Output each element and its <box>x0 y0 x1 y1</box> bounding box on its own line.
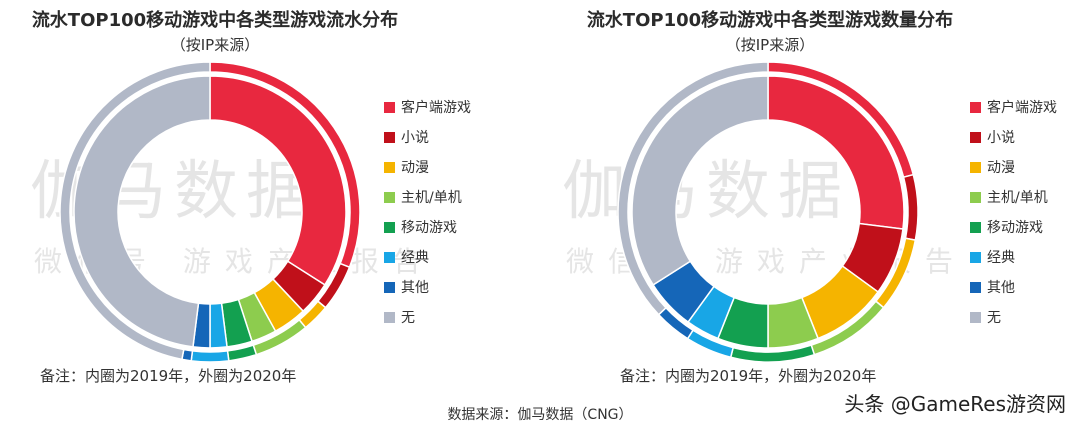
legend-label: 客户端游戏 <box>987 100 1057 116</box>
legend-item: 其他 <box>970 272 1057 302</box>
legend-item: 动漫 <box>384 152 471 182</box>
legend-label: 动漫 <box>401 160 429 176</box>
legend-item: 客户端游戏 <box>970 92 1057 122</box>
chart-subtitle: （按IP来源） <box>725 36 815 54</box>
legend-swatch <box>384 221 395 233</box>
legend-swatch <box>384 251 395 263</box>
outer-slice-7 <box>617 61 769 316</box>
legend-item: 移动游戏 <box>970 212 1057 242</box>
legend-item: 无 <box>970 302 1057 332</box>
legend-swatch <box>384 101 395 113</box>
legend-swatch <box>970 101 981 113</box>
chart-legend: 客户端游戏小说动漫主机/单机移动游戏经典其他无 <box>384 92 471 332</box>
legend-item: 其他 <box>384 272 471 302</box>
legend-item: 动漫 <box>970 152 1057 182</box>
flow-chart-panel: 伽马数据 微信号 游戏产业报告 流水TOP100移动游戏中各类型游戏流水分布 （… <box>0 0 540 400</box>
legend-label: 其他 <box>987 280 1015 296</box>
legend-item: 小说 <box>384 122 471 152</box>
legend-swatch <box>970 191 981 203</box>
legend-swatch <box>384 191 395 203</box>
legend-item: 经典 <box>384 242 471 272</box>
legend-swatch <box>970 161 981 173</box>
chart-note: 备注：内圈为2019年，外圈为2020年 <box>40 367 297 385</box>
outer-slice-1 <box>902 173 919 241</box>
legend-label: 主机/单机 <box>401 190 462 206</box>
legend-item: 主机/单机 <box>970 182 1057 212</box>
legend-swatch <box>970 221 981 233</box>
chart-title: 流水TOP100移动游戏中各类型游戏数量分布 <box>586 10 954 31</box>
inner-slice-7 <box>73 75 211 348</box>
legend-label: 主机/单机 <box>987 190 1048 206</box>
chart-note: 备注：内圈为2019年，外圈为2020年 <box>620 367 877 385</box>
legend-item: 经典 <box>970 242 1057 272</box>
inner-slice-7 <box>631 75 769 286</box>
credit-label: 头条 @GameRes游资网 <box>844 392 1066 416</box>
donut-chart-flow <box>59 61 361 363</box>
legend-item: 无 <box>384 302 471 332</box>
legend-label: 其他 <box>401 280 429 296</box>
chart-subtitle: （按IP来源） <box>170 36 260 54</box>
legend-label: 移动游戏 <box>401 220 457 236</box>
legend-label: 移动游戏 <box>987 220 1043 236</box>
legend-swatch <box>970 311 981 323</box>
legend-label: 小说 <box>987 130 1015 146</box>
inner-slice-0 <box>209 75 347 286</box>
legend-swatch <box>970 131 981 143</box>
legend-label: 经典 <box>401 250 429 266</box>
chart-legend: 客户端游戏小说动漫主机/单机移动游戏经典其他无 <box>970 92 1057 332</box>
legend-label: 客户端游戏 <box>401 100 471 116</box>
legend-label: 无 <box>401 310 415 326</box>
legend-label: 小说 <box>401 130 429 146</box>
legend-item: 客户端游戏 <box>384 92 471 122</box>
inner-slice-0 <box>767 75 905 230</box>
legend-item: 移动游戏 <box>384 212 471 242</box>
chart-title: 流水TOP100移动游戏中各类型游戏流水分布 <box>31 10 399 31</box>
legend-label: 经典 <box>987 250 1015 266</box>
outer-slice-5 <box>190 350 230 363</box>
count-chart-panel: 伽马数据 微信号 游戏产业报告 流水TOP100移动游戏中各类型游戏数量分布 （… <box>540 0 1080 400</box>
outer-slice-7 <box>59 61 211 361</box>
legend-swatch <box>384 311 395 323</box>
legend-swatch <box>970 251 981 263</box>
legend-swatch <box>970 281 981 293</box>
legend-swatch <box>384 161 395 173</box>
legend-label: 无 <box>987 310 1001 326</box>
legend-label: 动漫 <box>987 160 1015 176</box>
legend-swatch <box>384 281 395 293</box>
legend-item: 主机/单机 <box>384 182 471 212</box>
data-source: 数据来源：伽马数据（CNG） <box>447 407 633 423</box>
outer-slice-4 <box>226 344 258 362</box>
legend-item: 小说 <box>970 122 1057 152</box>
donut-chart-count <box>617 61 919 363</box>
legend-swatch <box>384 131 395 143</box>
